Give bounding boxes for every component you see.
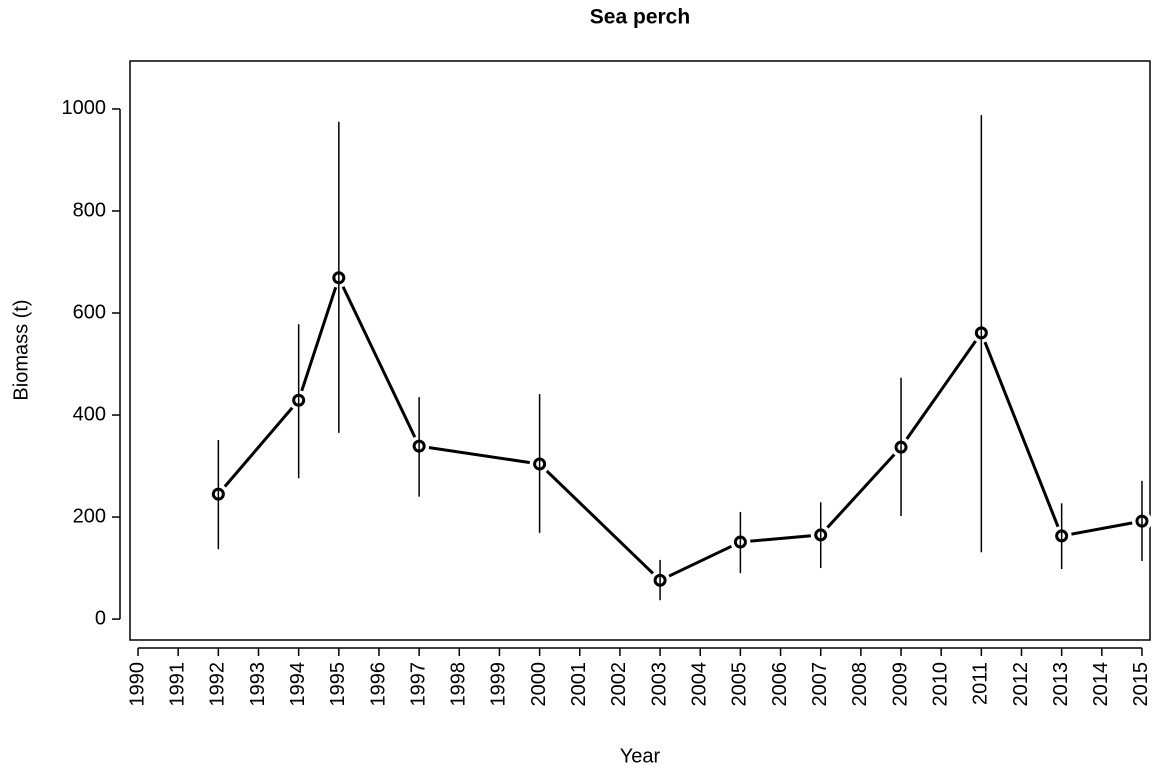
point [412,439,426,453]
x-tick-label: 2010 [929,662,951,707]
x-tick-label: 2007 [809,662,831,707]
x-tick-label: 2002 [608,662,630,707]
x-tick-label: 2011 [970,662,992,705]
x-tick-label: 2005 [729,662,751,707]
x-tick-label: 1995 [327,662,349,707]
x-tick-label: 2008 [849,662,871,707]
x-tick-label: 1994 [287,662,309,707]
plot-box [129,60,1151,641]
x-tick-label: 2006 [769,662,791,707]
point [653,573,667,587]
point [894,440,908,454]
point [733,535,747,549]
y-tick-label: 800 [73,199,106,221]
x-tick-label: 2013 [1050,662,1072,707]
series-line [217,273,1143,583]
x-tick-label: 1999 [488,662,510,707]
x-tick-label: 2015 [1130,662,1152,707]
point [1135,514,1149,528]
x-tick-label: 1993 [247,662,269,707]
y-tick-label: 1000 [62,97,107,119]
x-tick-label: 1996 [367,662,389,707]
x-tick-label: 2014 [1090,662,1112,707]
x-axis-label: Year [620,745,661,767]
point [292,393,306,407]
y-tick-label: 400 [73,403,106,425]
x-tick-label: 1992 [207,662,229,707]
y-axis-label: Biomass (t) [10,299,32,400]
x-tick-label: 1998 [448,662,470,707]
x-tick-label: 2012 [1010,662,1032,707]
x-tick-label: 1997 [407,662,429,707]
y-tick-label: 200 [73,505,106,527]
x-tick-label: 2003 [648,662,670,707]
point [974,326,988,340]
x-tick-label: 1991 [166,662,188,707]
x-tick-label: 2009 [889,662,911,707]
y-tick-label: 600 [73,301,106,323]
chart-title: Sea perch [590,6,690,29]
point [211,487,225,501]
x-tick-label: 1990 [126,662,148,707]
point [533,457,547,471]
x-tick-label: 2001 [568,662,590,707]
point [814,528,828,542]
y-tick-label: 0 [95,607,106,629]
x-tick-label: 2000 [528,662,550,707]
point [332,271,346,285]
x-tick-label: 2004 [689,662,711,707]
point [1055,529,1069,543]
